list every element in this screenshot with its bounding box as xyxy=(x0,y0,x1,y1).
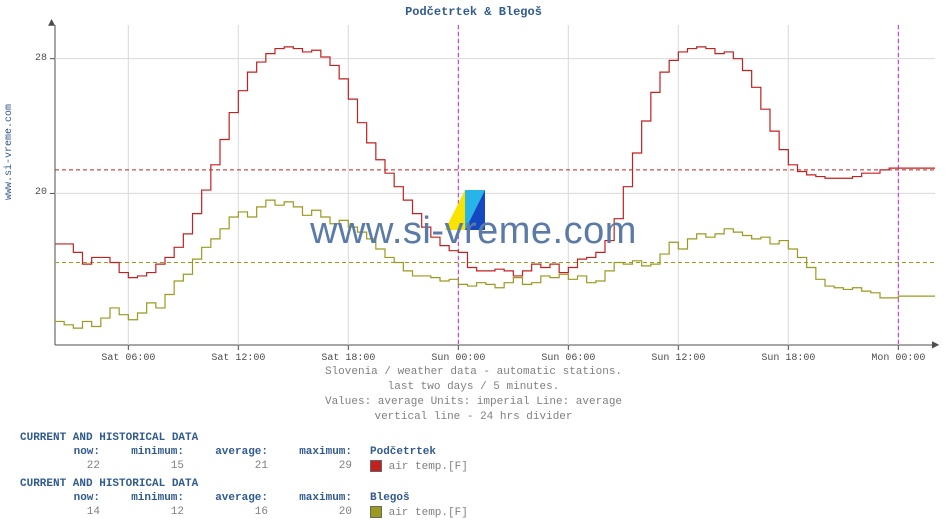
y-tick-label: 20 xyxy=(27,187,47,198)
x-tick-label: Sun 18:00 xyxy=(761,353,815,364)
legend-value: 15 xyxy=(106,460,188,473)
caption-line: Values: average Units: imperial Line: av… xyxy=(0,395,947,410)
legend-col-header: maximum: xyxy=(274,446,356,458)
site-logo-icon xyxy=(445,190,485,230)
legend-series-name: Blegoš xyxy=(358,492,472,504)
legend-block: CURRENT AND HISTORICAL DATA now:minimum:… xyxy=(20,432,474,475)
legend-value: 12 xyxy=(106,506,188,519)
x-tick-label: Sun 12:00 xyxy=(651,353,705,364)
x-tick-label: Sat 12:00 xyxy=(211,353,265,364)
caption-line: Slovenia / weather data - automatic stat… xyxy=(0,365,947,380)
legend-value: 20 xyxy=(274,506,356,519)
legend-value: 14 xyxy=(22,506,104,519)
y-axis-site-label[interactable]: www.si-vreme.com xyxy=(4,104,15,200)
legend-table: now:minimum:average:maximum:Podčetrtek 22… xyxy=(20,444,474,475)
plot-area xyxy=(55,25,935,345)
legend-value: 22 xyxy=(22,460,104,473)
legend-col-header: average: xyxy=(190,492,272,504)
y-axis-arrow: ▲ xyxy=(48,16,55,30)
x-tick-label: Mon 00:00 xyxy=(871,353,925,364)
x-tick-label: Sun 00:00 xyxy=(431,353,485,364)
legend-value: 29 xyxy=(274,460,356,473)
legend-table: now:minimum:average:maximum:Blegoš 141216… xyxy=(20,490,474,521)
x-tick-label: Sun 06:00 xyxy=(541,353,595,364)
legend-series-label: air temp.[F] xyxy=(358,460,472,473)
legend-col-header: now: xyxy=(22,492,104,504)
legend-col-header: maximum: xyxy=(274,492,356,504)
chart-title: Podčetrtek & Blegoš xyxy=(0,5,947,19)
legend-header: CURRENT AND HISTORICAL DATA xyxy=(20,432,474,444)
x-axis-arrow: ▶ xyxy=(932,337,939,352)
legend-col-header: minimum: xyxy=(106,446,188,458)
legend-series-label: air temp.[F] xyxy=(358,506,472,519)
legend-header: CURRENT AND HISTORICAL DATA xyxy=(20,478,474,490)
x-tick-label: Sat 06:00 xyxy=(101,353,155,364)
legend-swatch xyxy=(370,460,382,472)
caption-line: last two days / 5 minutes. xyxy=(0,380,947,395)
y-tick-label: 28 xyxy=(27,53,47,64)
x-tick-label: Sat 18:00 xyxy=(321,353,375,364)
caption-line: vertical line - 24 hrs divider xyxy=(0,410,947,425)
chart-container: Podčetrtek & Blegoš www.si-vreme.com ▲ ▶… xyxy=(0,0,947,522)
legend-col-header: average: xyxy=(190,446,272,458)
legend-value: 16 xyxy=(190,506,272,519)
legend-block: CURRENT AND HISTORICAL DATA now:minimum:… xyxy=(20,478,474,521)
legend-value: 21 xyxy=(190,460,272,473)
chart-caption: Slovenia / weather data - automatic stat… xyxy=(0,365,947,424)
legend-swatch xyxy=(370,506,382,518)
legend-col-header: minimum: xyxy=(106,492,188,504)
legend-col-header: now: xyxy=(22,446,104,458)
legend-series-name: Podčetrtek xyxy=(358,446,472,458)
